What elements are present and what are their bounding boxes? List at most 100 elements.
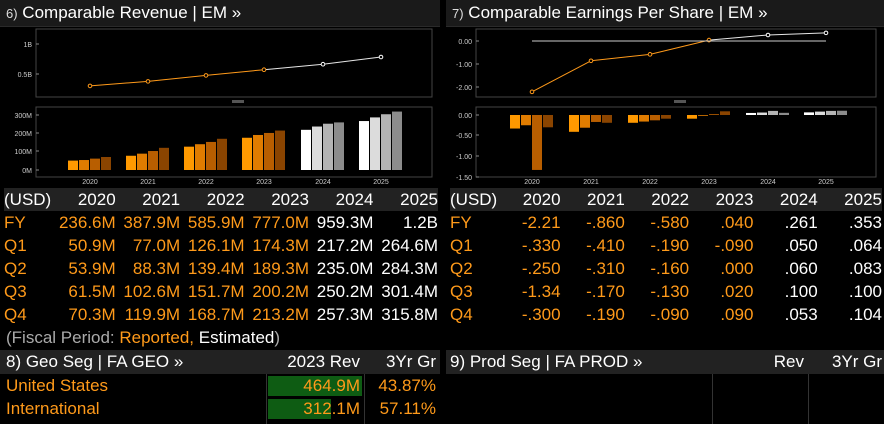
- bar-tick-label: 100M: [14, 149, 32, 156]
- table-row[interactable]: Q1 50.9M 77.0M 126.1M 174.3M 217.2M 264.6M: [4, 234, 438, 257]
- geo-seg-row[interactable]: International 312.1M 57.11%: [0, 397, 440, 420]
- table-cell: -.090: [714, 236, 754, 255]
- splitter-handle: [232, 100, 244, 103]
- table-cell: 168.7M: [187, 305, 245, 324]
- table-header-row: (USD) 2020 2021 2022 2023 2024 2025: [4, 188, 438, 211]
- quarter-bar: [757, 112, 767, 115]
- row-label: Q3: [4, 282, 27, 301]
- geo-seg-title[interactable]: 8) Geo Seg | FA GEO »: [6, 352, 184, 371]
- quarter-bar: [184, 146, 194, 170]
- fiscal-period-estimated: Estimated: [198, 328, 275, 347]
- table-cell: .261: [784, 213, 818, 232]
- table-cell: 88.3M: [132, 259, 181, 278]
- table-row[interactable]: FY -2.21 -.860 -.580 .040 .261 .353: [450, 211, 882, 234]
- quarter-bar: [580, 115, 590, 128]
- fy-line-segment: [767, 32, 827, 36]
- table-cell: 250.2M: [316, 282, 374, 301]
- geo-seg-rev-bar: [268, 376, 362, 396]
- table-cell: -.130: [650, 282, 690, 301]
- year-axis-label: 2022: [642, 179, 658, 186]
- fy-line-segment: [205, 69, 265, 76]
- table-cell: -.160: [650, 259, 690, 278]
- panel-comparable-revenue: 6) Comparable Revenue | EM » 1B 0.5B 300M 2…: [0, 0, 440, 326]
- quarter-bar: [301, 129, 311, 170]
- table-cell: .000: [720, 259, 754, 278]
- row-label: FY: [450, 213, 472, 232]
- fiscal-period-prefix: (Fiscal Period:: [6, 328, 120, 347]
- table-cell: -.860: [586, 213, 625, 232]
- bar-tick-label: -1.50: [456, 175, 472, 182]
- geo-seg-growth: 57.11%: [379, 399, 436, 418]
- prod-seg-col-gr[interactable]: 3Yr Gr: [831, 352, 882, 371]
- quarter-bar: [137, 153, 147, 170]
- table-row[interactable]: Q2 -.250 -.310 -.160 .000 .060 .083: [450, 257, 882, 280]
- geo-seg-col-rev[interactable]: 2023 Rev: [287, 352, 360, 371]
- panel-6-title[interactable]: Comparable Revenue | EM »: [22, 3, 242, 22]
- line-plot-frame: [35, 28, 433, 98]
- panel-7-title[interactable]: Comparable Earnings Per Share | EM »: [468, 3, 768, 22]
- geo-seg-col-gr[interactable]: 3Yr Gr: [385, 352, 436, 371]
- fy-point: [588, 58, 594, 64]
- table-cell: 585.9M: [187, 213, 245, 232]
- geo-seg-growth: 43.87%: [378, 376, 436, 395]
- quarter-bar: [370, 117, 380, 170]
- fy-line-segment: [531, 60, 592, 93]
- year-header: 2021: [115, 188, 181, 211]
- geo-seg-header[interactable]: 8) Geo Seg | FA GEO » 2023 Rev 3Yr Gr: [0, 350, 440, 374]
- quarter-bar: [661, 115, 671, 119]
- prod-seg-header[interactable]: 9) Prod Seg | FA PROD » Rev 3Yr Gr: [446, 350, 884, 374]
- table-cell: 387.9M: [123, 213, 181, 232]
- eps-chart: 0.00 -1.00 -2.00 0.00 -0.50 -1.00 -1.50 2020 202…: [446, 27, 884, 187]
- year-axis-label: 2020: [82, 179, 98, 186]
- line-tick-label: 0.00: [458, 39, 472, 46]
- panel-7-header[interactable]: 7) Comparable Earnings Per Share | EM »: [446, 0, 884, 27]
- quarter-bar: [532, 115, 542, 170]
- table-cell: -.190: [586, 305, 625, 324]
- prod-seg-col-rev[interactable]: Rev: [773, 352, 804, 371]
- table-row[interactable]: FY 236.6M 387.9M 585.9M 777.0M 959.3M 1.2B: [4, 211, 438, 234]
- line-tick-label: 0.5B: [18, 72, 33, 79]
- table-cell: 264.6M: [381, 236, 438, 255]
- table-cell: 315.8M: [381, 305, 438, 324]
- year-axis-label: 2020: [524, 179, 540, 186]
- geo-seg-rev: 312.1M: [303, 399, 360, 418]
- geo-seg-row[interactable]: United States 464.9M 43.87%: [0, 374, 440, 397]
- table-row[interactable]: Q4 -.300 -.190 -.090 .090 .053 .104: [450, 303, 882, 326]
- table-cell: 151.7M: [187, 282, 245, 301]
- quarter-bar: [837, 110, 847, 115]
- panel-6-header[interactable]: 6) Comparable Revenue | EM »: [0, 0, 440, 27]
- quarter-bar: [826, 110, 836, 115]
- table-cell: 102.6M: [123, 282, 181, 301]
- table-cell: 119.9M: [124, 305, 181, 324]
- revenue-chart: 1B 0.5B 300M 200M 100M 0M 2020 2021 2022 2023 2024…: [0, 27, 440, 187]
- table-cell: -1.34: [521, 282, 561, 301]
- table-cell: 301.4M: [381, 282, 438, 301]
- year-header: 2021: [560, 188, 625, 211]
- quarter-bar: [101, 156, 111, 170]
- bar-tick-label: -1.00: [456, 154, 472, 161]
- table-row[interactable]: Q3 61.5M 102.6M 151.7M 200.2M 250.2M 301.4M: [4, 280, 438, 303]
- fy-line-segment: [708, 34, 769, 41]
- quarter-bar: [687, 115, 697, 119]
- table-cell: 126.1M: [187, 236, 245, 255]
- fy-line-segment: [263, 63, 324, 71]
- bar-tick-label: 0.00: [458, 113, 472, 120]
- table-row[interactable]: Q2 53.9M 88.3M 139.4M 189.3M 235.0M 284.3M: [4, 257, 438, 280]
- row-label: Q2: [4, 259, 27, 278]
- table-row[interactable]: Q3 -1.34 -.170 -.130 .020 .100 .100: [450, 280, 882, 303]
- table-cell: 1.2B: [403, 213, 438, 232]
- table-cell: -.190: [650, 236, 690, 255]
- year-axis-label: 2024: [315, 179, 331, 186]
- quarter-bar: [359, 121, 369, 170]
- table-row[interactable]: Q1 -.330 -.410 -.190 -.090 .050 .064: [450, 234, 882, 257]
- quarter-bar: [804, 112, 814, 115]
- quarter-bar: [746, 112, 756, 115]
- table-cell: -.330: [521, 236, 561, 255]
- quarter-bar: [628, 115, 638, 123]
- quarter-bar: [521, 115, 531, 126]
- fy-line-segment: [89, 80, 149, 87]
- quarter-bar: [217, 138, 227, 170]
- fy-point: [378, 54, 384, 60]
- prod-seg-title[interactable]: 9) Prod Seg | FA PROD »: [450, 352, 643, 371]
- table-row[interactable]: Q4 70.3M 119.9M 168.7M 213.2M 257.3M 315.8M: [4, 303, 438, 326]
